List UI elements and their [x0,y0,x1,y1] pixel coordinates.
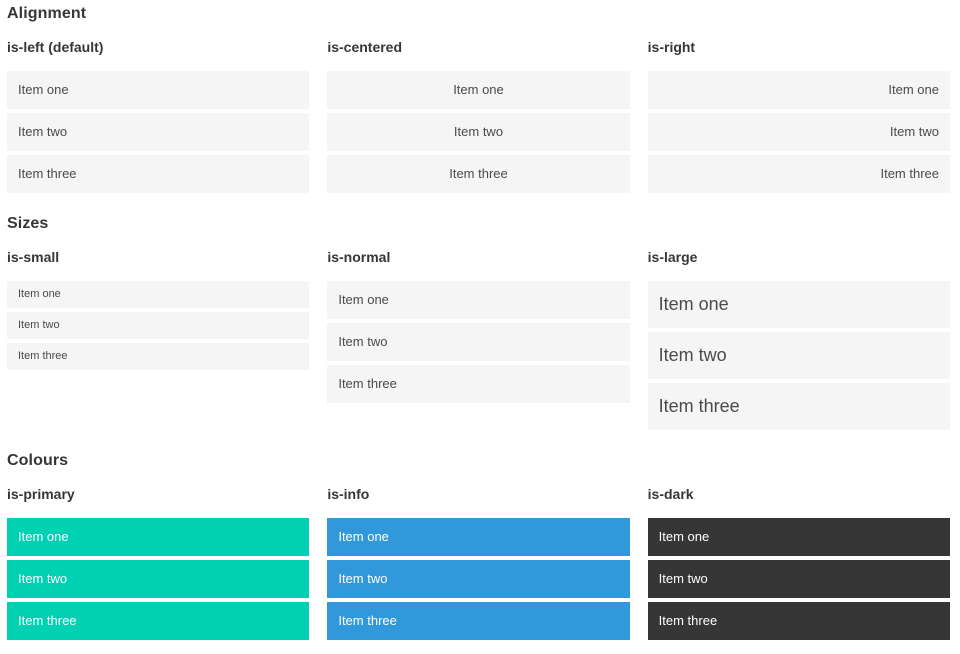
list-item: Item two [647,332,950,379]
column-heading-is-small: is-small [7,249,60,265]
column-heading-is-normal: is-normal [327,249,391,265]
section-colours: Colours is-primary Item one Item two Ite… [7,452,950,644]
list-item: Item three [7,343,310,370]
column-heading-is-centered: is-centered [327,39,403,55]
list-item: Item three [647,602,950,640]
column-heading-is-dark: is-dark [647,486,694,502]
column-is-dark: is-dark Item one Item two Item three [647,486,950,644]
list-item: Item one [647,518,950,556]
column-is-small: is-small Item one Item two Item three [7,249,310,374]
item-list: Item one Item two Item three [647,518,950,640]
list-item: Item two [7,113,310,151]
column-is-large: is-large Item one Item two Item three [647,249,950,434]
section-title-sizes: Sizes [7,215,49,232]
list-item: Item three [7,602,310,640]
column-heading-is-info: is-info [327,486,370,502]
item-list: Item one Item two Item three [647,281,950,430]
list-item: Item two [7,312,310,339]
item-list: Item one Item two Item three [7,71,310,193]
list-item: Item three [327,602,630,640]
item-list: Item one Item two Item three [327,71,630,193]
sizes-columns: is-small Item one Item two Item three is… [7,249,950,434]
list-item: Item three [647,155,950,193]
list-item: Item two [327,560,630,598]
item-list: Item one Item two Item three [647,71,950,193]
column-is-centered: is-centered Item one Item two Item three [327,39,630,197]
list-item: Item one [7,518,310,556]
list-item: Item three [327,155,630,193]
list-item: Item one [327,518,630,556]
column-is-info: is-info Item one Item two Item three [327,486,630,644]
section-title-colours: Colours [7,452,69,469]
list-item: Item two [327,113,630,151]
list-item: Item one [647,71,950,109]
item-list: Item one Item two Item three [327,281,630,403]
alignment-columns: is-left (default) Item one Item two Item… [7,39,950,197]
list-item: Item two [647,560,950,598]
list-item: Item one [7,281,310,308]
list-item: Item two [7,560,310,598]
section-sizes: Sizes is-small Item one Item two Item th… [7,215,950,434]
list-item: Item three [647,383,950,430]
list-item: Item one [327,281,630,319]
list-item: Item two [647,113,950,151]
item-list: Item one Item two Item three [327,518,630,640]
column-is-right: is-right Item one Item two Item three [647,39,950,197]
section-alignment: Alignment is-left (default) Item one Ite… [7,5,950,197]
column-is-normal: is-normal Item one Item two Item three [327,249,630,407]
colours-columns: is-primary Item one Item two Item three … [7,486,950,644]
list-item: Item one [7,71,310,109]
item-list: Item one Item two Item three [7,518,310,640]
item-list: Item one Item two Item three [7,281,310,370]
column-heading-is-large: is-large [647,249,698,265]
list-item: Item one [327,71,630,109]
column-heading-is-right: is-right [647,39,696,55]
column-is-left: is-left (default) Item one Item two Item… [7,39,310,197]
list-item: Item one [647,281,950,328]
list-item: Item two [327,323,630,361]
column-heading-is-primary: is-primary [7,486,75,502]
column-is-primary: is-primary Item one Item two Item three [7,486,310,644]
section-title-alignment: Alignment [7,5,87,22]
list-item: Item three [327,365,630,403]
list-item: Item three [7,155,310,193]
column-heading-is-left: is-left (default) [7,39,104,55]
